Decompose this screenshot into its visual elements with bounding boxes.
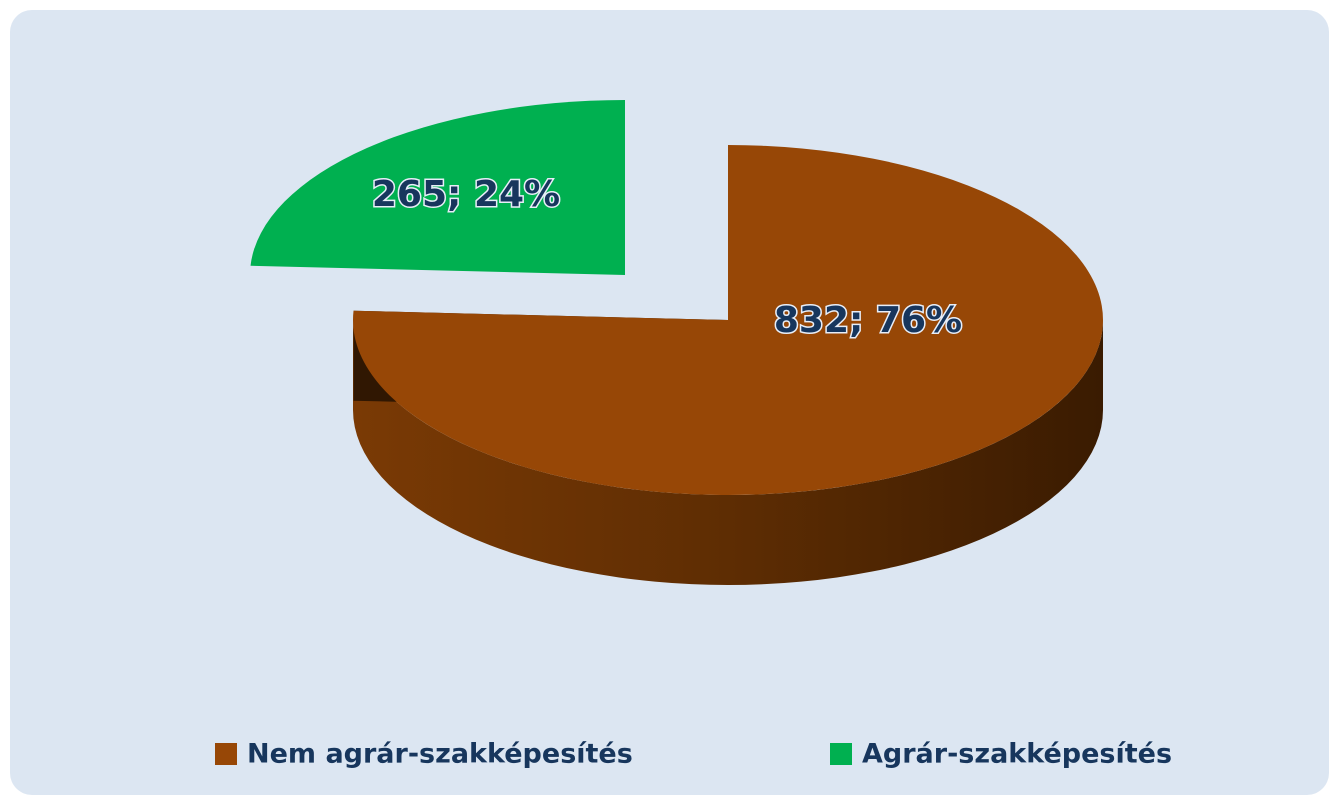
slice-top bbox=[353, 145, 1103, 495]
data-label: 832; 76% bbox=[774, 300, 962, 341]
legend-swatch bbox=[215, 743, 237, 765]
data-label: 265; 24% bbox=[372, 174, 560, 215]
legend-swatch bbox=[830, 743, 852, 765]
slice-top bbox=[250, 100, 625, 275]
legend-label: Agrár-szakképesítés bbox=[862, 739, 1172, 770]
legend-label: Nem agrár-szakképesítés bbox=[247, 739, 633, 770]
slice bbox=[250, 100, 625, 275]
pie: 832; 76% 265; 24% bbox=[250, 100, 1103, 585]
slice bbox=[353, 145, 1103, 585]
legend: Nem agrár-szakképesítés Agrár-szakképesít… bbox=[215, 739, 1172, 770]
slice-side bbox=[353, 320, 1103, 585]
